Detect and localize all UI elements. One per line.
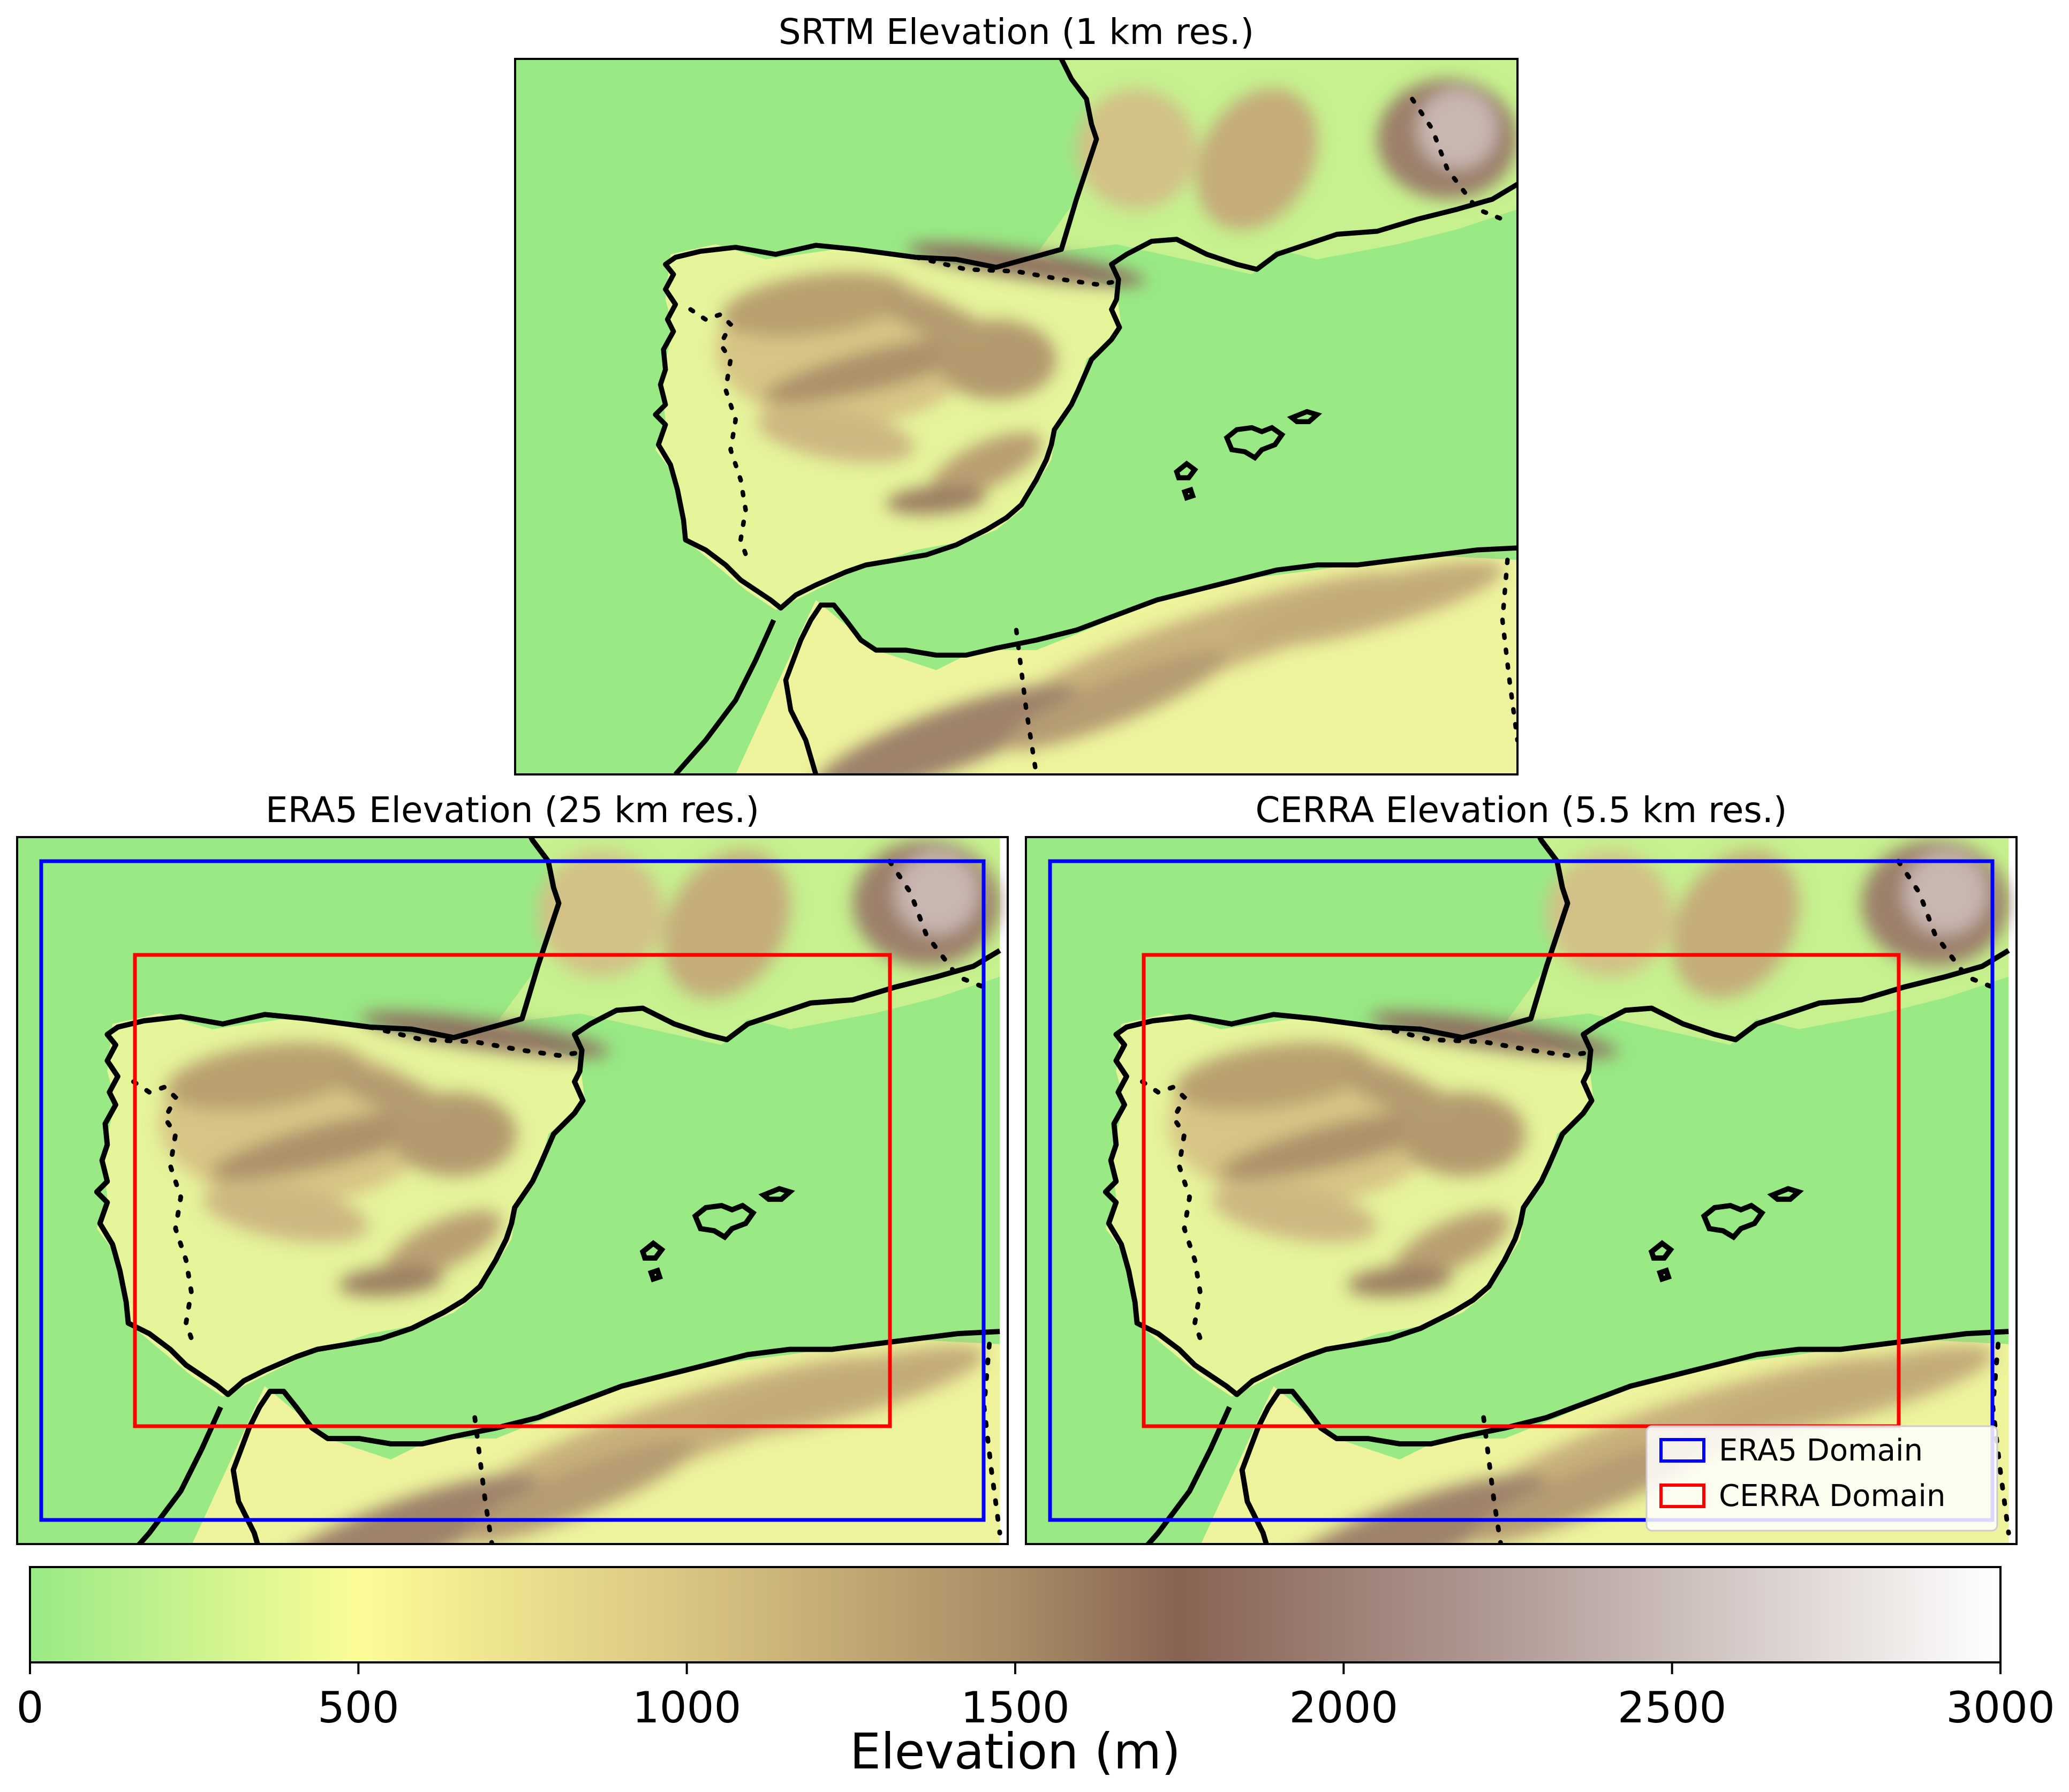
colorbar: 0 500 1000 1500 2000 2500 3000 Elevation (m): [17, 1566, 2055, 1780]
colorbar-label: Elevation (m): [850, 1723, 1181, 1780]
cerra-era5-domain-box: [1048, 859, 1995, 1522]
srtm-panel: SRTM Elevation (1 km res.): [514, 11, 1519, 817]
era5-domain-box: [39, 859, 986, 1522]
srtm-panel-title: SRTM Elevation (1 km res.): [779, 11, 1254, 52]
colorbar-ticks: 0 500 1000 1500 2000 2500 3000: [17, 1662, 2055, 1733]
legend-label-cerra: CERRA Domain: [1719, 1479, 1945, 1514]
cerra-panel: CERRA Elevation (5.5 km res.) ERA5 Domai…: [1025, 789, 2018, 1545]
colorbar-tick-label: 0: [17, 1683, 44, 1733]
colorbar-tick-label: 2500: [1618, 1683, 1727, 1733]
era5-elevation-map: [0, 819, 1000, 1613]
legend-label-era5: ERA5 Domain: [1719, 1433, 1923, 1468]
colorbar-gradient: [30, 1567, 2000, 1662]
colorbar-tick-label: 2000: [1289, 1683, 1399, 1733]
srtm-map-frame: [514, 58, 1519, 775]
era5-map-frame: [16, 836, 1009, 1545]
colorbar-tick-label: 3000: [1946, 1683, 2055, 1733]
srtm-elevation-map: [515, 59, 1517, 817]
colorbar-tick-label: 500: [318, 1683, 399, 1733]
colorbar-tick-label: 1000: [632, 1683, 742, 1733]
cerra-panel-title: CERRA Elevation (5.5 km res.): [1255, 789, 1787, 831]
legend-swatch-cerra: [1659, 1484, 1705, 1508]
legend: ERA5 Domain CERRA Domain: [1645, 1425, 1998, 1532]
era5-cerra-domain-box: [133, 953, 892, 1428]
legend-box: [1645, 1425, 1998, 1532]
legend-swatch-era5: [1659, 1438, 1705, 1463]
era5-panel-title: ERA5 Elevation (25 km res.): [266, 789, 759, 831]
cerra-map-frame: [1025, 836, 2018, 1545]
cerra-domain-box: [1142, 953, 1901, 1428]
era5-panel: ERA5 Elevation (25 km res.): [0, 789, 1009, 1613]
colorbar-tick-label: 1500: [961, 1683, 1070, 1733]
